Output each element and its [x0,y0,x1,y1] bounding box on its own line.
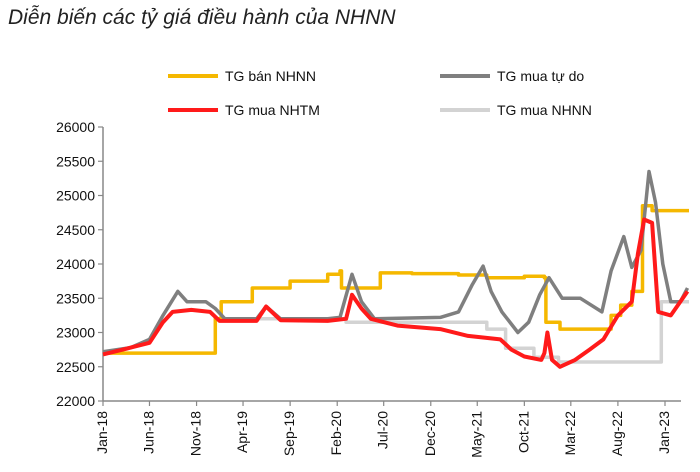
y-tick-label: 22000 [56,393,95,409]
series-line-2 [102,217,690,369]
x-tick-label: Feb-20 [328,411,344,456]
x-tick-label: Mar-22 [562,411,578,456]
x-tick-label: Jun-18 [140,411,156,454]
y-tick-label: 22500 [56,359,95,375]
y-tick-label: 26000 [56,119,95,135]
series-line-3 [215,299,689,364]
x-tick-label: Nov-18 [188,411,204,456]
legend-label-tg-ban-nhnn: TG bán NHNN [225,68,316,84]
series-line-0 [103,204,689,355]
x-tick-label: Dec-20 [422,411,438,456]
x-tick-label: Sep-19 [281,411,297,456]
x-tick-label: May-21 [468,411,484,458]
x-tick-label: Jan-23 [656,411,672,454]
legend-label-tg-mua-nhtm: TG mua NHTM [225,102,320,118]
y-tick-label: 25500 [56,153,95,169]
y-tick-label: 24500 [56,222,95,238]
legend-label-tg-mua-nhnn: TG mua NHNN [497,102,592,118]
x-tick-label: Jul-20 [375,411,391,449]
legend-label-tg-mua-tu-do: TG mua tự do [497,68,584,84]
x-tick-label: Apr-19 [234,411,250,453]
legend: TG bán NHNN TG mua tự do TG mua NHTM TG … [168,68,592,118]
chart-title: Diễn biến các tỷ giá điều hành của NHNN [8,6,396,29]
x-tick-label: Oct-21 [515,411,531,453]
y-tick-label: 24000 [56,256,95,272]
y-tick-label: 23000 [56,325,95,341]
x-tick-label: Jan-18 [94,411,110,454]
y-tick-label: 23500 [56,290,95,306]
y-tick-label: 25000 [56,188,95,204]
x-tick-label: Aug-22 [609,411,625,456]
